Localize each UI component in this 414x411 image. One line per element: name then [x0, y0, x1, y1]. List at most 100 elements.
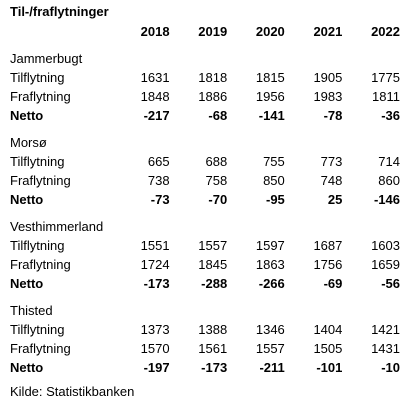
value-cell: -217: [143, 108, 170, 123]
value-cell: -56: [381, 276, 400, 291]
row-label: Netto: [10, 276, 44, 291]
value-cell: 688: [205, 154, 228, 169]
value-cell: -288: [201, 276, 228, 291]
value-cell: 1505: [313, 341, 343, 356]
value-cell: 665: [147, 154, 170, 169]
value-cell: -173: [143, 276, 170, 291]
spacer-row: [6, 41, 404, 49]
value-cell: -141: [258, 108, 285, 123]
value-cell: -266: [258, 276, 285, 291]
region-header-row: Thisted: [6, 301, 404, 320]
spacer-row: [6, 209, 404, 217]
value-cell: 1845: [198, 257, 228, 272]
value-cell: 1687: [313, 238, 343, 253]
row-label: Tilflytning: [10, 322, 65, 337]
value-cell: 1848: [140, 89, 170, 104]
value-cell: -68: [208, 108, 228, 123]
value-cell: 1956: [255, 89, 285, 104]
row-label: Netto: [10, 192, 44, 207]
row-label: Netto: [10, 108, 44, 123]
header-label-cell: [6, 22, 116, 41]
value-cell: 1557: [255, 341, 285, 356]
value-cell: 1815: [255, 70, 285, 85]
spacer-row: [6, 293, 404, 301]
region-header-row: Morsø: [6, 133, 404, 152]
region-header-row: Vesthimmerland: [6, 217, 404, 236]
value-cell: 1557: [198, 238, 228, 253]
table-row: Fraflytning 1570 1561 1557 1505 1431: [6, 339, 404, 358]
value-cell: 1983: [313, 89, 343, 104]
row-label: Fraflytning: [10, 89, 71, 104]
value-cell: 1905: [313, 70, 343, 85]
table-title: Til-/fraflytninger: [10, 4, 109, 19]
value-cell: 1659: [371, 257, 400, 272]
table-row: Tilflytning 665 688 755 773 714: [6, 152, 404, 171]
region-name: Vesthimmerland: [10, 219, 104, 234]
value-cell: 748: [320, 173, 343, 188]
value-cell: 1631: [140, 70, 170, 85]
value-cell: -95: [265, 192, 285, 207]
value-cell: 1818: [198, 70, 228, 85]
value-cell: 1388: [198, 322, 228, 337]
table-row: Fraflytning 1848 1886 1956 1983 1811: [6, 87, 404, 106]
value-cell: 1431: [371, 341, 400, 356]
row-label: Fraflytning: [10, 341, 71, 356]
value-cell: 1603: [371, 238, 400, 253]
row-label: Netto: [10, 360, 44, 375]
value-cell: 1373: [140, 322, 170, 337]
value-cell: 1886: [198, 89, 228, 104]
value-cell: 1346: [255, 322, 285, 337]
table-row: Fraflytning 738 758 850 748 860: [6, 171, 404, 190]
table-row: Tilflytning 1373 1388 1346 1404 1421: [6, 320, 404, 339]
year-header: 2019: [198, 24, 228, 39]
table-row: Tilflytning 1631 1818 1815 1905 1775: [6, 68, 404, 87]
value-cell: -78: [323, 108, 343, 123]
row-label: Fraflytning: [10, 173, 71, 188]
value-cell: 1863: [255, 257, 285, 272]
year-header-row: 2018 2019 2020 2021 2022: [6, 22, 404, 41]
value-cell: -173: [201, 360, 228, 375]
value-cell: -73: [150, 192, 170, 207]
spacer-row: [6, 125, 404, 133]
value-cell: 25: [327, 192, 343, 207]
value-cell: 758: [205, 173, 228, 188]
value-cell: 1756: [313, 257, 343, 272]
value-cell: 850: [263, 173, 285, 188]
region-name: Morsø: [10, 135, 47, 150]
value-cell: 755: [263, 154, 285, 169]
row-label: Fraflytning: [10, 257, 71, 272]
migration-table: 2018 2019 2020 2021 2022 Jammerbugt Tilf…: [6, 22, 404, 377]
region-name: Thisted: [10, 303, 53, 318]
value-cell: 1775: [371, 70, 400, 85]
year-header: 2018: [140, 24, 170, 39]
netto-row: Netto -73 -70 -95 25 -146: [6, 190, 404, 209]
value-cell: 714: [378, 154, 400, 169]
value-cell: 1404: [313, 322, 343, 337]
row-label: Tilflytning: [10, 154, 65, 169]
value-cell: -70: [208, 192, 228, 207]
row-label: Tilflytning: [10, 70, 65, 85]
value-cell: 1724: [140, 257, 170, 272]
value-cell: 1597: [255, 238, 285, 253]
year-header: 2020: [255, 24, 285, 39]
year-header: 2021: [313, 24, 343, 39]
table-row: Tilflytning 1551 1557 1597 1687 1603: [6, 236, 404, 255]
region-name: Jammerbugt: [10, 51, 83, 66]
value-cell: 773: [320, 154, 343, 169]
netto-row: Netto -217 -68 -141 -78 -36: [6, 106, 404, 125]
value-cell: -146: [373, 192, 400, 207]
value-cell: -69: [323, 276, 343, 291]
value-cell: -36: [381, 108, 400, 123]
value-cell: 860: [378, 173, 400, 188]
value-cell: 1811: [372, 89, 400, 104]
value-cell: 1421: [371, 322, 400, 337]
value-cell: -101: [316, 360, 343, 375]
value-cell: -197: [143, 360, 170, 375]
row-label: Tilflytning: [10, 238, 65, 253]
netto-row: Netto -173 -288 -266 -69 -56: [6, 274, 404, 293]
value-cell: 1570: [140, 341, 170, 356]
source-note: Kilde: Statistikbanken: [10, 384, 135, 399]
value-cell: 1561: [198, 341, 228, 356]
value-cell: -211: [259, 360, 285, 375]
value-cell: 738: [147, 173, 170, 188]
